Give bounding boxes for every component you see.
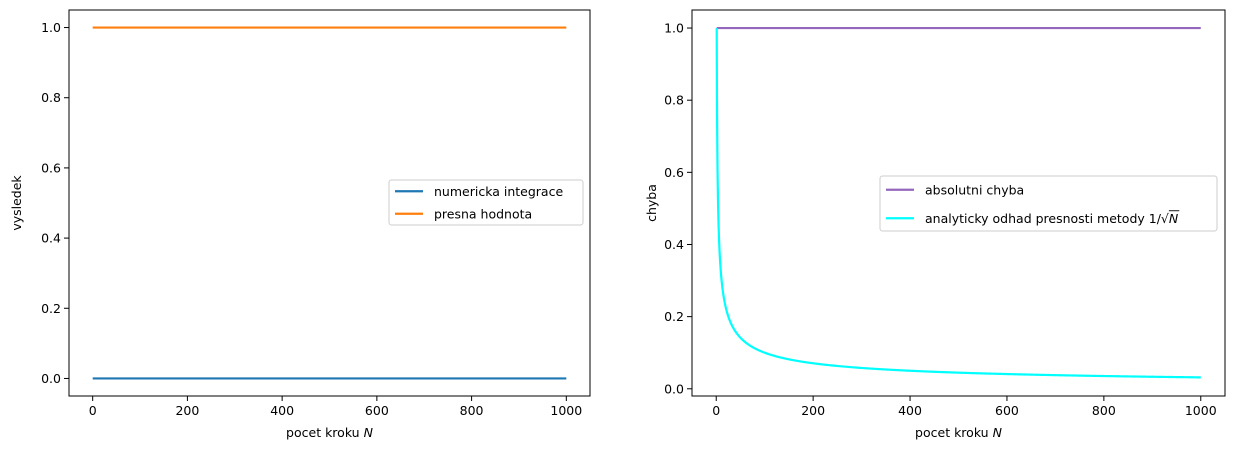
x-tick-label: 600: [995, 403, 1019, 418]
x-tick-label: 800: [460, 403, 484, 418]
x-axis-label: pocet kroku N: [286, 425, 374, 440]
legend-label: numericka integrace: [434, 184, 563, 199]
x-tick-label: 200: [175, 403, 199, 418]
y-tick-label: 0.0: [41, 371, 61, 386]
x-tick-label: 1000: [1185, 403, 1217, 418]
x-tick-label: 600: [365, 403, 389, 418]
y-tick-label: 0.8: [41, 90, 61, 105]
x-tick-label: 0: [712, 403, 720, 418]
y-tick-label: 1.0: [41, 20, 61, 35]
x-axis-label: pocet kroku N: [915, 425, 1003, 440]
x-tick-label: 400: [270, 403, 294, 418]
x-tick-label: 1000: [550, 403, 582, 418]
legend-box: [388, 179, 584, 226]
y-tick-label: 0.2: [664, 309, 684, 324]
series-line-2: [715, 28, 1202, 379]
y-axis-label: chyba: [644, 184, 659, 222]
y-tick-label: 0.6: [664, 165, 684, 180]
y-tick-label: 0.6: [41, 160, 61, 175]
y-tick-label: 0.4: [664, 237, 684, 252]
x-tick-label: 200: [801, 403, 825, 418]
plot-frame: [68, 9, 591, 397]
legend: numericka integrace presna hodnota: [388, 179, 584, 226]
legend-box: [879, 175, 1218, 232]
x-tick-label: 800: [1092, 403, 1116, 418]
y-tick-label: 0.0: [664, 381, 684, 396]
y-tick-label: 0.8: [664, 93, 684, 108]
y-axis-label: vysledek: [9, 175, 24, 231]
series-group: [92, 26, 567, 380]
legend: absolutni chyba analyticky odhad presnost…: [879, 175, 1218, 232]
x-tick-label: 400: [898, 403, 922, 418]
legend-label: presna hodnota: [434, 206, 532, 221]
chart-panel-2: 0 200 400 600 800 1000 0.0 0.2 0.4 0.6 0.8 1.0 pocet…: [644, 9, 1226, 440]
plot-frame: [691, 9, 1226, 397]
legend-label: analyticky odhad presnosti metody 1/√N: [925, 211, 1179, 226]
series-group: [715, 26, 1202, 379]
x-tick-label: 0: [89, 403, 97, 418]
chart-panel-1: 0 200 400 600 800 1000 0.0 0.2 0.4 0.6 0.8 1.0 pocet…: [9, 9, 591, 440]
y-tick-label: 0.4: [41, 231, 61, 246]
legend-label: absolutni chyba: [925, 182, 1024, 197]
y-tick-label: 1.0: [664, 21, 684, 36]
y-tick-label: 0.2: [41, 301, 61, 316]
